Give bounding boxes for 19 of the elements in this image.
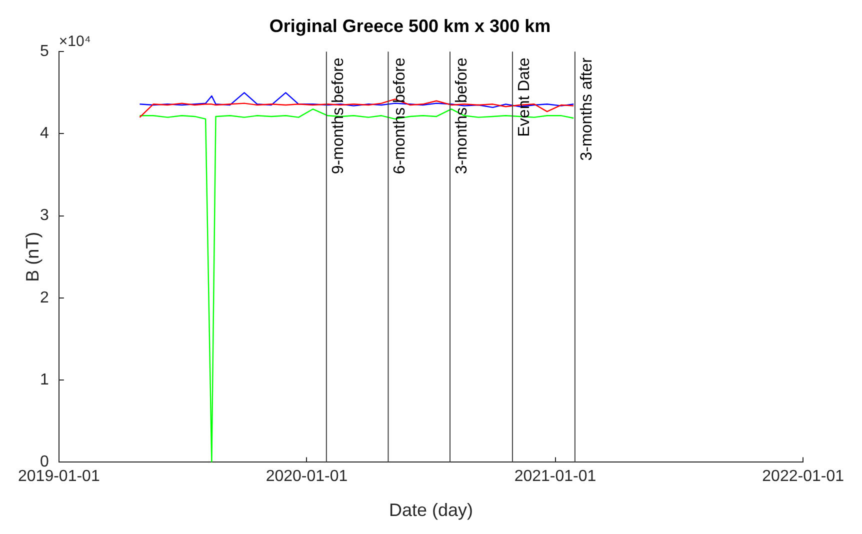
y-tick-label: 3 bbox=[40, 207, 50, 224]
ref-line-label: 9-months before bbox=[330, 58, 347, 174]
x-axis-title: Date (day) bbox=[388, 500, 474, 520]
y-tick-label: 0 bbox=[40, 454, 50, 471]
ref-line-label: 6-months before bbox=[392, 58, 409, 174]
x-tick-label: 2019-01-01 bbox=[18, 468, 100, 486]
y-tick-label: 1 bbox=[40, 371, 50, 388]
y-tick-label: 5 bbox=[40, 43, 50, 60]
text: ×10⁴ bbox=[58, 33, 91, 50]
y-tick-label: 2 bbox=[40, 289, 50, 306]
x-tick-label: 2022-01-01 bbox=[762, 468, 844, 486]
chart-title: Original Greece 500 km x 300 km bbox=[269, 16, 551, 36]
x-tick-label: 2021-01-01 bbox=[514, 468, 596, 486]
ref-line-label: 3-months after bbox=[578, 56, 596, 161]
y-tick-label: 4 bbox=[40, 125, 50, 142]
ref-line-label: 3-months before bbox=[453, 58, 470, 174]
x-tick-label: 2020-01-01 bbox=[266, 468, 348, 486]
ref-line-label: Event Date bbox=[516, 58, 533, 137]
y-axis-title: B (nT) bbox=[22, 232, 43, 282]
